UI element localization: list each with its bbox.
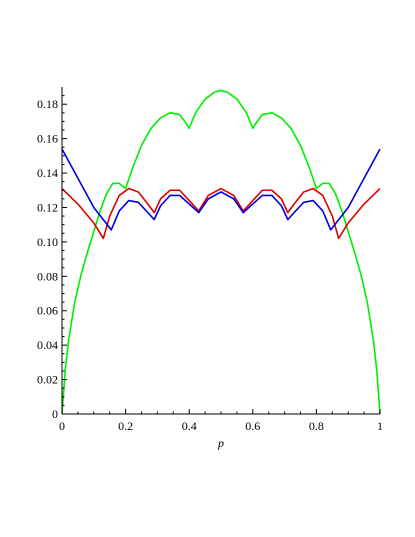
- y-tick-label: 0.18: [37, 97, 58, 111]
- x-tick-label: 1: [377, 419, 383, 433]
- x-axis-title: p: [217, 436, 224, 450]
- y-tick-label: 0.14: [37, 166, 58, 180]
- y-tick-label: 0.08: [37, 269, 58, 283]
- curves-layer: [61, 89, 381, 415]
- x-tick-label: 0.2: [118, 419, 133, 433]
- series-0-line: [61, 89, 381, 415]
- y-tick-label: 0.04: [37, 338, 58, 352]
- x-tick-label: 0.4: [182, 419, 197, 433]
- x-tick-label: 0: [59, 419, 65, 433]
- y-tick-label: 0.06: [37, 304, 58, 318]
- series-1-line: [61, 187, 381, 240]
- y-tick-label: 0.02: [37, 373, 58, 387]
- x-tick-label: 0.8: [309, 419, 324, 433]
- series-2-line: [61, 148, 381, 231]
- y-tick-label: 0: [52, 407, 58, 421]
- y-tick-label: 0.10: [37, 235, 58, 249]
- axes-layer: 0 0.02 0.04 0.06 0.08 0.10 0.12 0.14 0.16 0.18 0 0.…: [37, 87, 383, 433]
- y-tick-label: 0.12: [37, 200, 58, 214]
- y-tick-label: 0.16: [37, 132, 58, 146]
- x-tick-label: 0.6: [245, 419, 260, 433]
